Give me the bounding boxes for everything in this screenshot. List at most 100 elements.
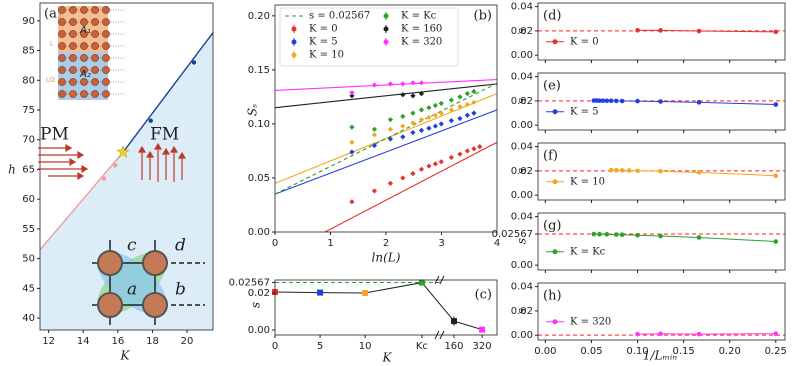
- point: [400, 134, 406, 140]
- point: [658, 99, 663, 104]
- lattice-site: [58, 66, 66, 74]
- lattice-site: [69, 90, 77, 98]
- x-tick-label: 160: [444, 341, 463, 352]
- x-axis-label: 1/Lₘᵢₙ: [643, 349, 677, 363]
- point: [608, 167, 614, 173]
- point: [448, 107, 454, 113]
- x-tick-label: 0: [272, 341, 278, 352]
- y-axis-label: Sₛ: [246, 104, 260, 116]
- legend-label: s = 0.02567: [309, 11, 370, 22]
- connecting-line: [274, 282, 483, 331]
- point: [613, 98, 619, 104]
- inset-label: L/2: [66, 90, 75, 97]
- point: [773, 102, 779, 107]
- point: [432, 112, 438, 118]
- point: [613, 232, 619, 237]
- axes-frame: [537, 282, 786, 341]
- point: [418, 279, 425, 286]
- phase-label: FM: [150, 125, 179, 145]
- point: [591, 231, 597, 237]
- point: [600, 98, 606, 103]
- y-tick-label: 0.00: [511, 260, 533, 271]
- lattice-site: [80, 18, 88, 26]
- point: [464, 112, 470, 118]
- phase-boundary: [122, 32, 214, 153]
- legend-swatch: [552, 39, 558, 45]
- lattice-site: [102, 78, 110, 86]
- point: [635, 27, 640, 33]
- inset-label: L: [50, 41, 54, 48]
- inset-label: c: [127, 236, 137, 256]
- legend-swatch: [383, 26, 389, 32]
- point: [477, 144, 483, 150]
- point: [619, 168, 625, 173]
- lattice-site: [91, 42, 99, 50]
- point: [448, 154, 454, 161]
- point: [426, 125, 432, 131]
- panel-label: (h): [543, 289, 562, 304]
- point: [696, 170, 702, 175]
- point: [604, 98, 610, 104]
- point: [426, 114, 432, 121]
- lattice-site: [80, 90, 88, 98]
- y-axis-label: s: [249, 302, 263, 308]
- legend-label: K = 10: [570, 176, 605, 187]
- x-tick-label: 3: [438, 238, 444, 249]
- point: [148, 118, 153, 123]
- point: [371, 82, 378, 88]
- y-axis-label: s: [515, 98, 529, 104]
- point: [113, 163, 118, 168]
- point: [371, 142, 378, 149]
- phase-region: [40, 32, 213, 331]
- legend-swatch: [291, 52, 297, 58]
- lattice: [58, 6, 125, 98]
- point: [658, 233, 663, 239]
- point: [471, 146, 477, 152]
- point: [635, 98, 640, 104]
- y-tick-label: 90: [22, 16, 35, 27]
- point: [432, 102, 438, 109]
- legend-label: K = 10: [309, 50, 344, 61]
- fit-line: [324, 141, 498, 233]
- point: [101, 176, 107, 181]
- legend-label: K = 320: [570, 316, 611, 327]
- inset-label: a: [127, 280, 137, 300]
- x-tick-label: 1: [327, 238, 333, 249]
- point: [658, 28, 663, 33]
- y-tick-label: 85: [22, 46, 35, 57]
- y-tick-label: 0.00: [511, 50, 533, 61]
- point: [400, 175, 406, 181]
- critical-point: [116, 144, 130, 159]
- y-tick-label: 0.00: [511, 190, 533, 201]
- point: [349, 139, 355, 145]
- point: [635, 331, 640, 337]
- y-tick-label: 0.02: [248, 288, 270, 299]
- legend-swatch: [552, 179, 558, 185]
- x-tick-label: Kc: [416, 341, 428, 352]
- fit-line: [274, 83, 498, 109]
- x-tick-label: 0: [272, 238, 278, 249]
- axes-frame: [537, 72, 786, 131]
- point: [349, 149, 355, 155]
- x-tick-label: 0.15: [672, 346, 694, 357]
- lattice-site: [69, 30, 77, 38]
- point: [418, 107, 425, 113]
- lattice-site: [91, 6, 99, 14]
- x-tick-label: 14: [77, 336, 90, 347]
- lattice-site: [102, 54, 110, 62]
- point: [400, 113, 406, 119]
- inset-label: A₂: [79, 69, 91, 80]
- point: [410, 93, 416, 99]
- point: [410, 129, 416, 136]
- point: [349, 89, 355, 96]
- panel-label: (e): [543, 79, 561, 94]
- point: [773, 29, 779, 35]
- point: [438, 100, 444, 106]
- point: [635, 232, 640, 238]
- axes-frame: [537, 2, 786, 61]
- point: [349, 124, 355, 130]
- lattice-site: [102, 42, 110, 50]
- lattice-site: [69, 54, 77, 62]
- y-axis-label: s: [515, 308, 529, 314]
- point: [448, 97, 454, 103]
